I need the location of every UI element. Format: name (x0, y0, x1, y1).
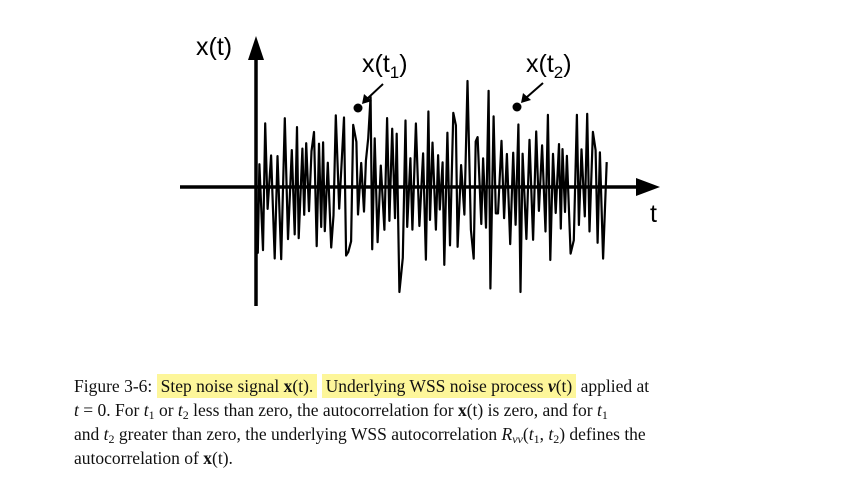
highlight-underlying-wss: Underlying WSS noise process ν(t) (321, 374, 577, 398)
x-axis-arrowhead (248, 36, 264, 60)
highlight-step-noise: Step noise signal x(t). (156, 374, 318, 398)
point2-marker (512, 102, 522, 112)
figure-caption: Figure 3-6: Step noise signal x(t). Unde… (74, 374, 650, 468)
x-axis-label: t (650, 200, 657, 228)
caption-fig-label: Figure 3-6: (74, 376, 153, 396)
point1-marker (353, 103, 363, 113)
noise-waveform (254, 79, 608, 294)
point1-pointer-head (362, 94, 372, 104)
point2-pointer (526, 82, 544, 98)
point2-label: x(t2) (526, 50, 572, 82)
point1-label: x(t1) (362, 50, 408, 82)
point1-pointer (367, 83, 384, 99)
y-axis-label: x(t) (196, 33, 232, 61)
point2-pointer-head (521, 93, 531, 103)
noise-figure: x(t) t x(t1) x(t2) (180, 33, 660, 306)
t-axis-arrowhead (636, 178, 660, 196)
